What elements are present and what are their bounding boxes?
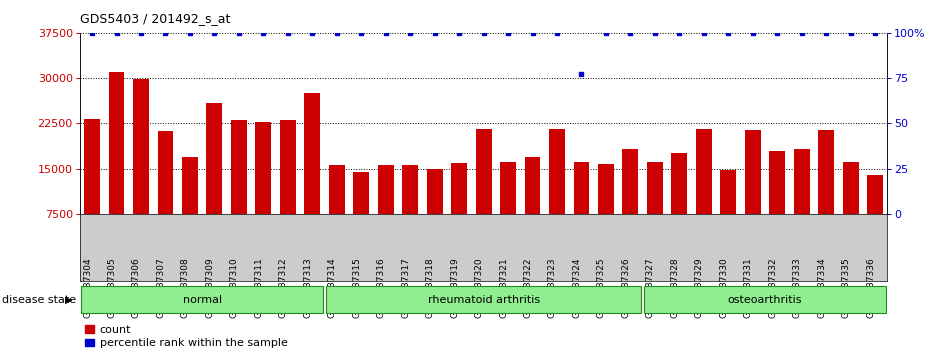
Bar <box>598 164 614 260</box>
Bar <box>574 162 590 260</box>
Bar <box>304 93 320 260</box>
Bar <box>671 153 687 260</box>
Bar <box>451 163 467 260</box>
Bar <box>158 131 174 260</box>
Bar <box>231 120 247 260</box>
Bar <box>109 72 125 260</box>
Bar <box>329 164 345 260</box>
Bar <box>549 129 565 260</box>
Bar <box>133 79 149 260</box>
Bar <box>500 162 516 260</box>
Bar <box>623 150 639 260</box>
Bar <box>255 122 271 260</box>
Bar <box>696 130 712 260</box>
Bar <box>818 130 834 260</box>
Bar <box>793 149 809 260</box>
Text: rheumatoid arthritis: rheumatoid arthritis <box>427 295 540 305</box>
Text: osteoarthritis: osteoarthritis <box>728 295 802 305</box>
Bar <box>769 151 785 260</box>
Bar <box>867 175 883 260</box>
Bar <box>182 157 198 260</box>
Bar <box>647 162 663 260</box>
Text: GDS5403 / 201492_s_at: GDS5403 / 201492_s_at <box>80 12 230 25</box>
Bar <box>476 129 491 260</box>
Bar <box>207 103 223 260</box>
Bar <box>353 172 369 260</box>
Bar <box>402 164 418 260</box>
Bar <box>720 170 736 260</box>
Bar <box>426 170 442 260</box>
Text: normal: normal <box>182 295 222 305</box>
Bar <box>525 157 541 260</box>
Bar <box>745 130 761 260</box>
Bar <box>377 164 393 260</box>
Text: ▶: ▶ <box>65 295 72 305</box>
Legend: count, percentile rank within the sample: count, percentile rank within the sample <box>85 325 287 348</box>
Bar <box>842 162 858 260</box>
Bar <box>81 286 323 313</box>
Bar <box>280 121 296 260</box>
Bar <box>85 119 100 260</box>
Bar <box>326 286 641 313</box>
Bar <box>644 286 886 313</box>
Text: disease state: disease state <box>2 295 76 305</box>
